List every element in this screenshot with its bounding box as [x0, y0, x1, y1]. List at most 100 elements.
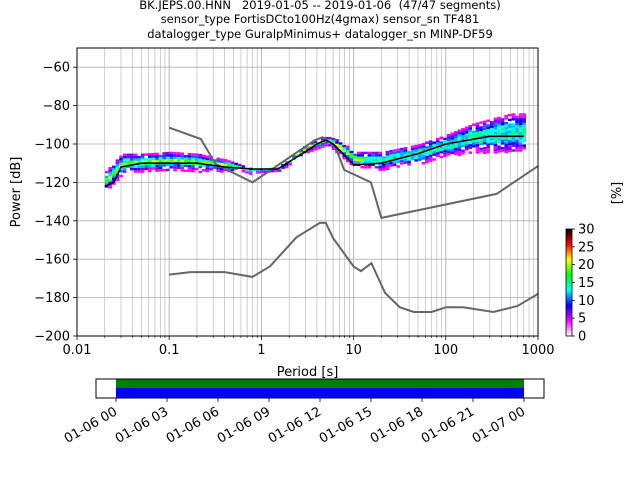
median-psd-line — [104, 135, 524, 187]
psd-density-cell — [270, 170, 274, 173]
psd-density-cell — [396, 150, 400, 154]
psd-density-cell — [497, 133, 501, 136]
psd-density-cell — [403, 156, 408, 159]
psd-density-cell — [486, 133, 490, 137]
psd-density-cell — [320, 138, 325, 141]
psd-density-cell — [313, 145, 318, 149]
psd-density-cell — [184, 155, 188, 158]
psd-density-cell — [428, 159, 433, 162]
psd-density-cell — [421, 147, 426, 150]
psd-density-cell — [108, 181, 112, 184]
y-tick-label: −60 — [43, 61, 70, 76]
psd-density-cell — [137, 165, 141, 168]
psd-density-cell — [522, 120, 526, 123]
psd-density-cell — [522, 132, 526, 135]
psd-density-cell — [180, 164, 184, 167]
psd-density-cell — [227, 165, 231, 168]
psd-density-cell — [115, 171, 120, 174]
psd-density-cell — [108, 174, 112, 177]
psd-density-cell — [403, 147, 408, 150]
psd-density-cell — [457, 143, 462, 147]
psd-density-cell — [450, 137, 454, 140]
psd-density-cell — [522, 125, 526, 128]
psd-density-cell — [144, 158, 148, 161]
psd-density-cell — [209, 158, 213, 161]
psd-density-cell — [155, 155, 159, 158]
psd-density-cell — [310, 144, 314, 148]
psd-density-cell — [511, 139, 516, 143]
psd-density-cell — [356, 151, 361, 155]
psd-density-cell — [392, 154, 397, 157]
psd-density-cell — [432, 141, 436, 144]
psd-density-cell — [515, 122, 519, 126]
psd-density-cell — [277, 169, 282, 172]
psd-density-cell — [479, 140, 483, 143]
psd-density-cell — [522, 115, 526, 119]
psd-density-cell — [371, 154, 375, 157]
psd-density-cell — [457, 151, 462, 154]
psd-density-cell — [166, 159, 170, 162]
psd-density-cell — [248, 170, 253, 173]
psd-density-cell — [288, 162, 292, 166]
psd-density-cell — [389, 162, 393, 165]
colorbar-tick-label: 10 — [578, 294, 595, 309]
psd-density-cell — [490, 128, 494, 131]
psd-density-cell — [486, 126, 490, 130]
psd-density-cell — [227, 160, 231, 163]
psd-density-cell — [515, 132, 519, 135]
colorbar — [565, 228, 573, 337]
psd-density-cell — [443, 137, 447, 141]
psd-density-cell — [421, 145, 426, 148]
psd-density-cell — [140, 170, 145, 173]
psd-density-cell — [115, 164, 120, 167]
psd-density-cell — [457, 129, 462, 132]
psd-density-cell — [418, 153, 422, 156]
psd-density-cell — [493, 122, 498, 125]
psd-density-cell — [468, 127, 472, 130]
psd-density-cell — [500, 130, 505, 133]
psd-density-cell — [515, 139, 519, 143]
psd-density-cell — [511, 144, 516, 147]
psd-density-cell — [313, 140, 318, 144]
psd-density-cell — [482, 139, 487, 143]
psd-density-cell — [184, 159, 188, 163]
psd-density-cell — [349, 150, 354, 154]
psd-density-cell — [137, 160, 141, 164]
psd-density-cell — [104, 178, 109, 181]
psd-density-cell — [518, 146, 523, 150]
psd-density-cell — [407, 158, 411, 161]
y-tick-label: −80 — [43, 99, 70, 114]
psd-density-cell — [346, 159, 350, 163]
psd-density-cell — [479, 121, 483, 124]
psd-density-cell — [522, 130, 526, 133]
psd-density-cell — [497, 126, 501, 129]
psd-density-cell — [490, 125, 494, 129]
psd-density-cell — [144, 167, 148, 171]
psd-density-cell — [191, 158, 195, 161]
psd-density-cell — [151, 167, 156, 170]
psd-density-cell — [472, 130, 476, 134]
psd-density-cell — [497, 119, 501, 122]
psd-density-cell — [371, 158, 375, 162]
psd-density-cell — [446, 146, 451, 149]
psd-density-cell — [367, 154, 372, 157]
psd-density-cell — [522, 146, 526, 150]
psd-density-cell — [104, 175, 109, 179]
psd-density-cell — [450, 132, 454, 135]
psd-density-cell — [518, 139, 523, 143]
psd-density-cell — [468, 146, 472, 149]
psd-density-cell — [382, 168, 386, 171]
psd-density-cell — [497, 121, 501, 124]
x-tick-label: 1000 — [521, 343, 554, 358]
psd-density-cell — [414, 156, 418, 160]
psd-density-cell — [335, 139, 339, 142]
psd-density-cell — [144, 163, 148, 166]
psd-density-cell — [385, 165, 390, 168]
y-tick-label: −140 — [34, 214, 70, 229]
psd-density-cell — [518, 149, 523, 152]
psd-density-cell — [508, 147, 512, 150]
psd-density-cell — [155, 169, 159, 172]
psd-density-cell — [194, 158, 199, 161]
psd-density-cell — [515, 130, 519, 133]
